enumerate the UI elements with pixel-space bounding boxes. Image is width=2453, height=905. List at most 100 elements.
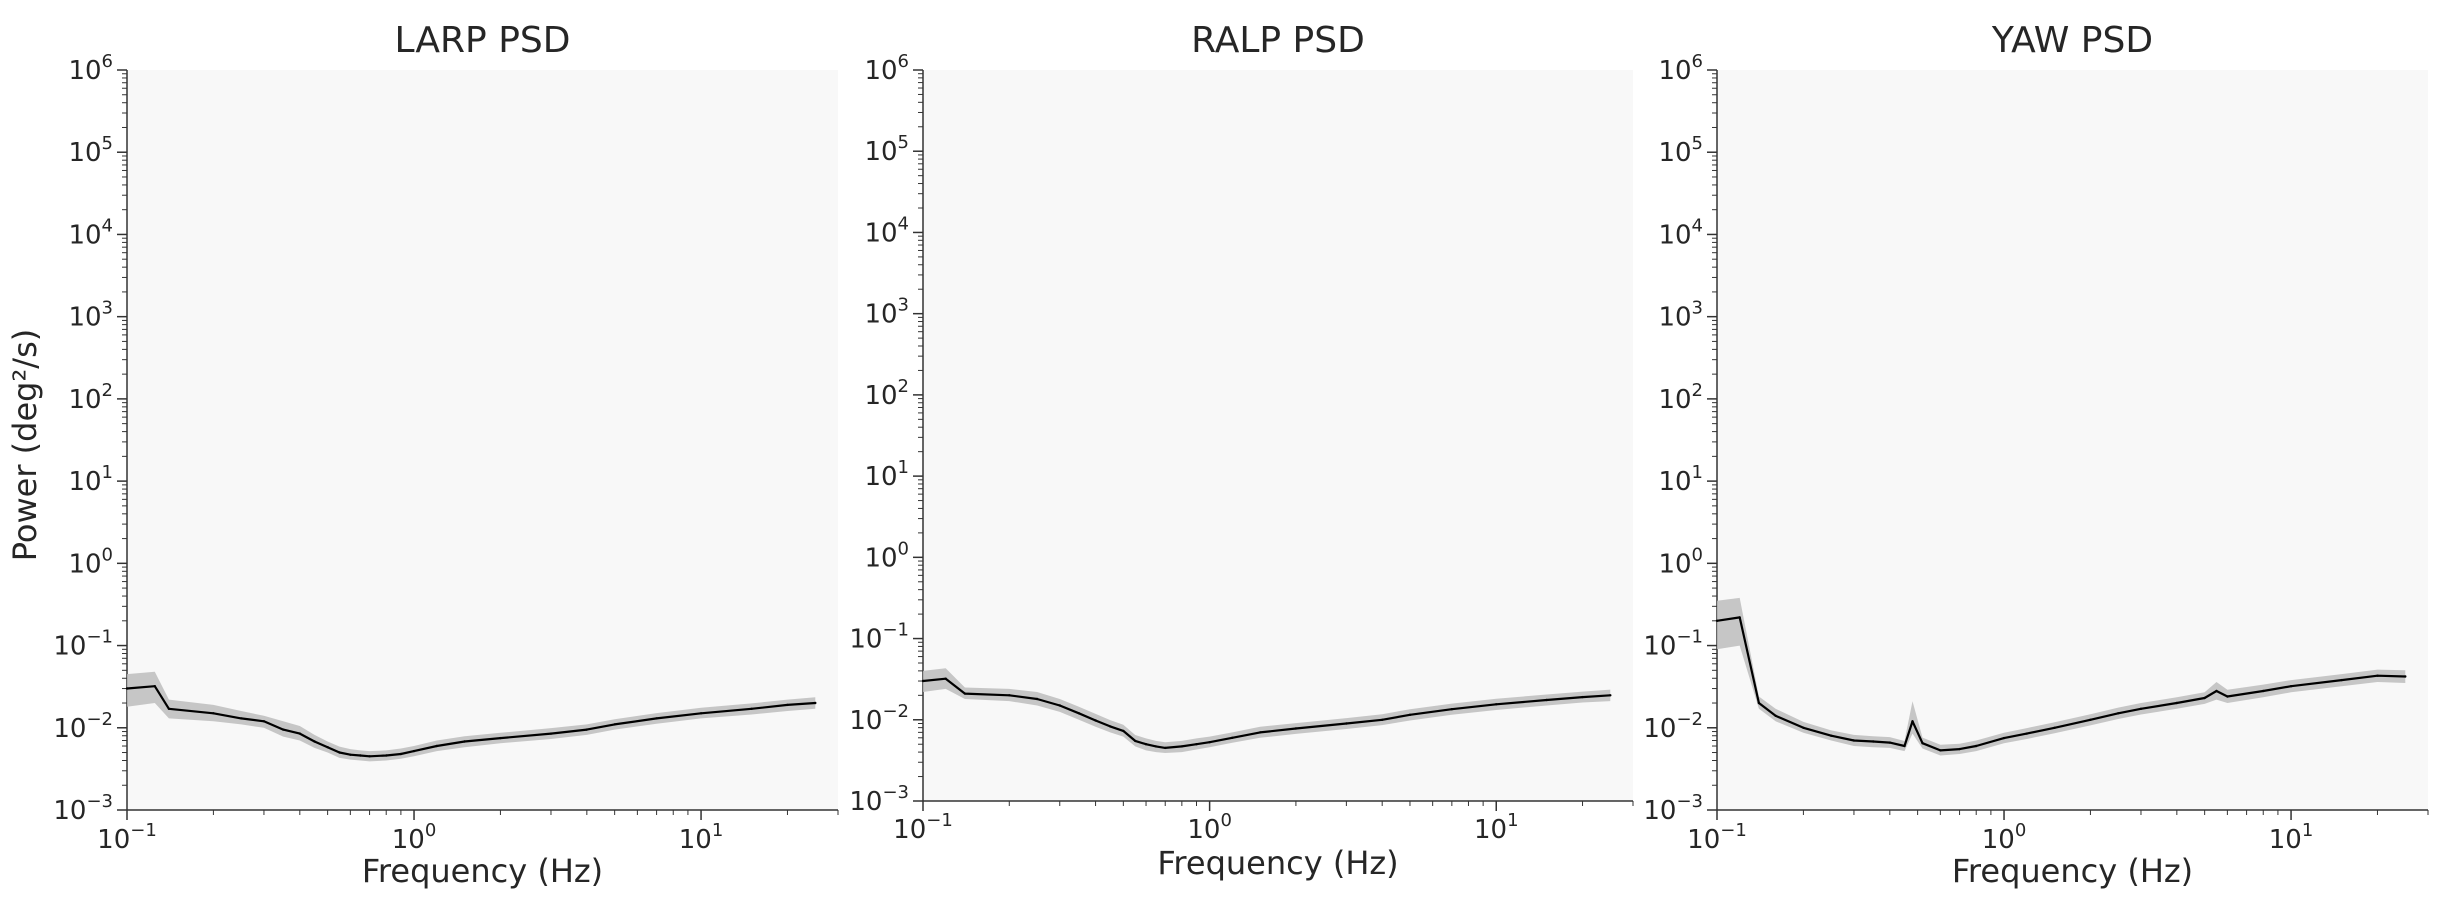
- y-axis-label: Power (deg²/s): [6, 329, 44, 561]
- data-point: [1975, 744, 1978, 748]
- data-point: [262, 720, 266, 723]
- chart-title: LARP PSD: [395, 20, 571, 61]
- data-point: [338, 751, 341, 754]
- data-point: [2203, 696, 2206, 700]
- data-point: [2215, 689, 2218, 693]
- data-point: [1208, 741, 1211, 744]
- x-tick-label: 10−1: [97, 820, 157, 855]
- data-point: [499, 736, 502, 740]
- series-1: [1715, 597, 2407, 756]
- data-point: [1231, 736, 1234, 739]
- y-tick-label: 102: [864, 376, 909, 411]
- y-tick-label: 10−2: [53, 709, 113, 744]
- data-point: [2139, 707, 2143, 710]
- data-point: [2340, 678, 2343, 682]
- chart-panel-1: LARP PSD Frequency (Hz) 10−3 10−2 10−1 100 101…: [53, 20, 839, 890]
- data-point: [1134, 739, 1137, 743]
- data-point: [298, 732, 301, 735]
- x-tick-label: 10−1: [893, 810, 953, 845]
- mean-line: [126, 685, 816, 758]
- plot-area: [923, 70, 1633, 801]
- y-tick-label: 105: [864, 132, 909, 167]
- data-point: [1450, 708, 1454, 711]
- data-point: [349, 753, 352, 756]
- y-tick-label: 103: [1658, 298, 1703, 333]
- data-point: [699, 712, 703, 715]
- y-tick-label: 101: [864, 457, 909, 492]
- y-tick-label: 10−1: [849, 620, 909, 655]
- data-point: [1545, 698, 1548, 702]
- data-point: [1495, 703, 1498, 706]
- chart-title: YAW PSD: [1991, 20, 2153, 61]
- data-point: [786, 703, 789, 707]
- data-point: [1109, 725, 1112, 728]
- axes: 10−3 10−2 10−1 100 101 102 103 104 105 106 10−1 100…: [849, 51, 1634, 845]
- y-tick-label: 100: [1658, 544, 1703, 579]
- y-tick-label: 10−3: [1643, 791, 1703, 826]
- x-tick-label: 10−1: [1687, 820, 1747, 855]
- data-point: [1581, 695, 1584, 699]
- data-point: [412, 749, 416, 753]
- data-point: [1911, 720, 1914, 723]
- x-tick-label: 101: [1474, 810, 1519, 845]
- data-point: [2262, 689, 2265, 693]
- x-tick-label: 101: [2269, 820, 2314, 855]
- y-tick-label: 101: [1658, 462, 1703, 497]
- data-point: [613, 723, 616, 726]
- mean-line: [922, 677, 1611, 749]
- chart-panel-2: RALP PSD Frequency (Hz) 10−3 10−2 10−1 100 101…: [849, 20, 1634, 882]
- x-tick-label: 101: [679, 820, 724, 855]
- y-tick-label: 10−1: [53, 627, 113, 662]
- data-point: [1381, 718, 1384, 721]
- y-tick-label: 10−3: [53, 791, 113, 826]
- data-point: [2404, 675, 2407, 678]
- data-point: [2117, 712, 2120, 715]
- data-point: [921, 679, 925, 683]
- y-tick-label: 100: [864, 538, 909, 573]
- y-tick-label: 104: [1658, 215, 1703, 250]
- data-point: [326, 746, 329, 749]
- plot-area: [1717, 70, 2428, 810]
- data-point: [1408, 713, 1412, 716]
- data-point: [385, 754, 388, 757]
- data-point: [1122, 729, 1125, 733]
- data-point: [1802, 726, 1805, 729]
- data-point: [399, 752, 403, 756]
- data-point: [1921, 742, 1924, 745]
- data-point: [944, 677, 947, 680]
- confidence-band: [923, 668, 1611, 753]
- y-tick-label: 101: [68, 462, 113, 497]
- data-point: [1058, 704, 1062, 707]
- data-point: [1294, 727, 1298, 730]
- data-point: [240, 717, 243, 720]
- data-point: [2089, 718, 2092, 721]
- data-point: [1757, 701, 1761, 705]
- data-point: [1738, 616, 1741, 619]
- data-point: [1345, 722, 1348, 725]
- y-tick-label: 102: [68, 380, 113, 415]
- confidence-band: [127, 671, 816, 762]
- data-point: [282, 728, 285, 731]
- x-tick-label: 100: [1982, 820, 2027, 855]
- data-point: [1609, 694, 1612, 697]
- data-point: [1903, 744, 1906, 748]
- data-point: [2289, 685, 2293, 688]
- chart-title: RALP PSD: [1191, 20, 1365, 61]
- data-point: [153, 685, 156, 688]
- chart-panels: LARP PSD Frequency (Hz) 10−3 10−2 10−1 100 101…: [53, 20, 2429, 890]
- data-point: [549, 732, 553, 735]
- confidence-band: [1717, 597, 2406, 756]
- data-point: [750, 707, 753, 710]
- axes: 10−3 10−2 10−1 100 101 102 103 104 105 106 10−1 100…: [1643, 51, 2429, 855]
- data-point: [463, 740, 466, 743]
- data-point: [1154, 745, 1158, 748]
- data-point: [1852, 739, 1856, 742]
- data-point: [212, 712, 215, 715]
- data-point: [125, 687, 129, 690]
- data-point: [1958, 747, 1961, 751]
- data-point: [2025, 732, 2029, 735]
- data-point: [585, 728, 588, 731]
- y-tick-label: 106: [1658, 51, 1703, 86]
- data-point: [1888, 741, 1892, 744]
